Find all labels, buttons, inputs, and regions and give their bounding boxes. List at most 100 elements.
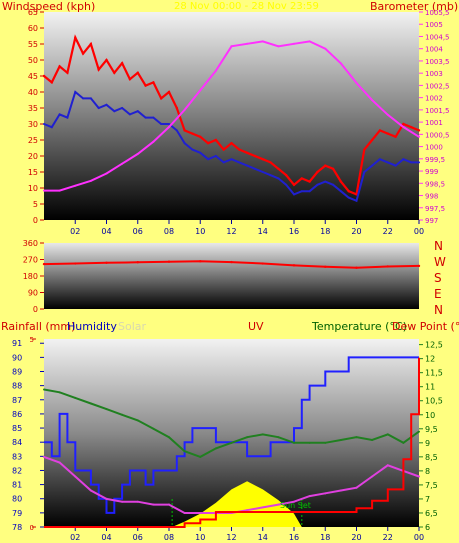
temp-y-tick-label: 8,5: [425, 453, 438, 462]
baro-y-tick-label: 1004: [425, 46, 443, 54]
temperature-point: [386, 433, 389, 436]
avg-wind-point: [89, 97, 92, 100]
humidity-y-tick-label: 79: [12, 509, 22, 518]
barometer-point: [339, 62, 342, 65]
temperature-point: [168, 436, 170, 439]
avg-wind-point: [378, 158, 381, 161]
barometer-point: [89, 179, 92, 182]
gust-point: [324, 164, 327, 167]
gust-point: [269, 161, 272, 164]
dewpoint-point: [355, 486, 358, 489]
gust-point: [199, 135, 202, 138]
temp-y-tick-label: 6: [425, 523, 430, 532]
temp-x-tick-label: 16: [289, 533, 299, 542]
dewpoint-point: [136, 500, 139, 503]
gust-point: [191, 132, 194, 135]
barometer-point: [136, 152, 139, 155]
direction-plot-area: [44, 243, 419, 309]
direction-point: [292, 264, 296, 267]
temp-x-tick-label: 02: [70, 533, 80, 542]
temp-x-tick-label: 18: [320, 533, 330, 542]
temperature-point: [308, 441, 311, 444]
dewpoint-point: [183, 511, 186, 514]
baro-y-tick-label: 1005: [425, 21, 443, 29]
barometer-point: [371, 99, 374, 102]
barometer-point: [58, 189, 61, 192]
humidity-y-tick-label: 81: [12, 481, 22, 490]
temp-y-tick-label: 8: [425, 467, 430, 476]
avg-wind-point: [207, 158, 210, 161]
gust-point: [214, 138, 218, 142]
temp-x-tick-label: 14: [258, 533, 268, 542]
temperature-point: [402, 441, 405, 444]
temp-x-tick-label: 00: [414, 533, 424, 542]
avg-wind-point: [74, 91, 77, 93]
avg-wind-point: [136, 110, 139, 113]
dewpoint-point: [261, 506, 264, 509]
temperature-axis-title: Temperature (°C): [312, 320, 407, 333]
temperature-point: [293, 441, 295, 444]
barometer-point: [418, 135, 420, 138]
avg-wind-point: [394, 164, 397, 167]
avg-wind-point: [50, 126, 53, 129]
gust-point: [331, 167, 335, 170]
wind-y-tick-label: 35: [28, 104, 38, 113]
humidity-y-tick-label: 83: [12, 452, 22, 461]
temperature-point: [152, 427, 155, 430]
avg-wind-point: [386, 161, 389, 164]
temperature-point: [277, 436, 280, 439]
gust-point: [175, 106, 179, 110]
gust-point: [230, 142, 233, 145]
barometer-point: [246, 42, 249, 45]
rainfall-axis-title: Rainfall (mm): [1, 320, 76, 333]
gust-point: [113, 71, 116, 75]
wind-x-tick-label: 16: [289, 227, 299, 236]
humidity-y-tick-label: 90: [12, 353, 22, 362]
gust-point: [409, 126, 413, 129]
baro-y-tick-label: 998: [425, 193, 438, 201]
dewpoint-point: [105, 497, 108, 500]
temperature-point: [339, 439, 342, 442]
avg-wind-point: [199, 151, 202, 154]
avg-wind-point: [246, 164, 249, 167]
avg-wind-point: [66, 116, 69, 119]
baro-y-tick-label: 1003: [425, 70, 443, 78]
temp-x-tick-label: 12: [226, 533, 236, 542]
dewpoint-point: [339, 489, 342, 492]
gust-point: [292, 183, 296, 186]
barometer-point: [324, 47, 327, 50]
gust-point: [136, 71, 139, 75]
barometer-point: [43, 189, 45, 192]
wind-x-tick-label: 18: [320, 227, 330, 236]
barometer-point: [402, 126, 405, 129]
temp-y-tick-label: 10: [425, 411, 435, 420]
solar-series-area: [172, 481, 302, 527]
gust-point: [105, 58, 108, 62]
baro-y-tick-label: 999,5: [425, 156, 445, 164]
humidity-y-tick-label: 80: [12, 495, 22, 504]
rainfall-series-line: [44, 357, 420, 528]
direction-point: [355, 266, 358, 269]
avg-wind-point: [308, 190, 311, 193]
baro-y-tick-label: 1001: [425, 119, 443, 127]
gust-point: [300, 177, 304, 180]
dewpoint-point: [121, 500, 124, 503]
gust-point: [378, 129, 382, 132]
humidity-y-tick-label: 82: [12, 466, 22, 475]
temperature-point: [371, 439, 374, 442]
temperature-point: [199, 455, 202, 458]
wind-y-tick-label: 0: [33, 216, 38, 225]
wind-x-tick-label: 08: [164, 227, 174, 236]
avg-wind-point: [214, 155, 217, 157]
temp-y-tick-label: 12: [425, 355, 435, 364]
dewpoint-point: [277, 503, 280, 506]
gust-point: [74, 36, 77, 39]
direction-y-tick-label: 90: [28, 289, 38, 298]
gust-point: [97, 68, 100, 71]
gust-point: [277, 167, 280, 170]
temp-x-tick-label: 22: [383, 533, 393, 542]
temp-y-tick-label: 11,5: [425, 369, 443, 378]
dewpoint-point: [246, 509, 249, 512]
dewpoint-point: [58, 461, 61, 464]
avg-wind-point: [339, 190, 342, 193]
